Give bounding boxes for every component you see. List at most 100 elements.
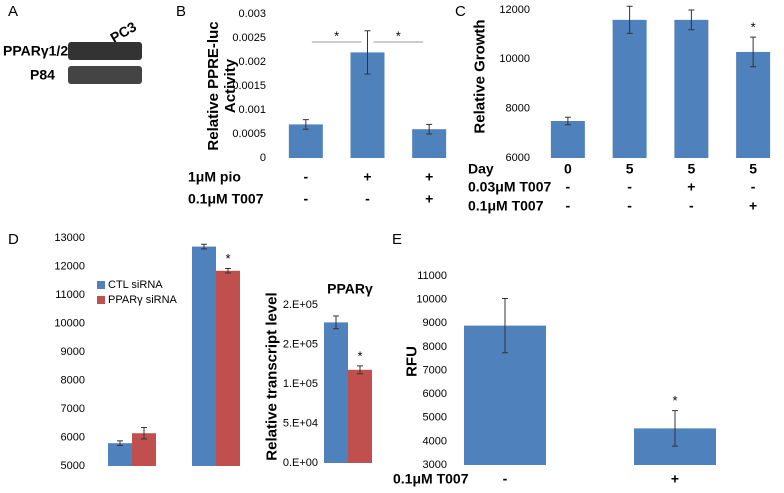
error-bar: [688, 9, 695, 31]
panel-letter: A: [8, 3, 18, 20]
y-tick-label: 0.003: [238, 8, 266, 20]
condition-label: 0.03μM T007: [468, 179, 551, 195]
condition-value: +: [749, 198, 757, 214]
y-tick-label: 1.E+05: [283, 378, 318, 390]
error-bar: [626, 5, 633, 34]
y-tick-label: 5000: [423, 412, 447, 424]
condition-value: -: [751, 179, 756, 195]
bar: [736, 51, 771, 158]
error-bar: [333, 315, 339, 330]
y-tick-label: 2.E+05: [283, 338, 318, 350]
blot-row-label: PPARγ1/2: [3, 43, 68, 59]
chart-title: PPARγ: [327, 281, 373, 297]
y-tick-label: 4000: [423, 435, 447, 447]
y-tick-label: 6000: [61, 431, 85, 443]
error-bar: [672, 410, 678, 447]
significance-label: *: [396, 28, 401, 43]
bar: [108, 443, 132, 466]
condition-value: +: [363, 169, 371, 185]
condition-label: 1μM pio: [188, 169, 241, 185]
condition-value: 5: [687, 161, 695, 177]
error-bar: [117, 440, 123, 446]
y-tick-label: 0.002: [238, 56, 266, 68]
bar: [674, 19, 709, 158]
error-bar: [426, 123, 433, 135]
condition-value: +: [671, 471, 679, 487]
blot-row-label: P84: [30, 67, 55, 83]
error-bar: [201, 243, 207, 250]
condition-value: +: [687, 179, 695, 195]
y-tick-label: 0.001: [238, 104, 266, 116]
bar: [612, 19, 647, 158]
blot-band: [68, 66, 142, 84]
panel-letter: C: [455, 3, 466, 20]
y-tick-label: 8000: [423, 341, 447, 353]
y-tick-label: 10000: [54, 317, 85, 329]
y-tick-label: 8000: [61, 374, 85, 386]
y-tick-label: 0.0015: [232, 80, 266, 92]
blot-band: [68, 42, 142, 60]
annotation: *: [751, 20, 756, 35]
y-tick-label: 6000: [423, 388, 447, 400]
y-tick-label: 10000: [499, 53, 530, 65]
condition-value: -: [627, 198, 632, 214]
condition-value: +: [425, 191, 433, 207]
bar: [324, 322, 348, 463]
condition-value: -: [689, 198, 694, 214]
y-tick-label: 10000: [416, 294, 447, 306]
error-bar: [564, 116, 571, 126]
legend-label: CTL siRNA: [108, 279, 163, 291]
condition-value: -: [303, 169, 308, 185]
y-tick-label: 2.E+05: [283, 299, 318, 311]
y-tick-label: 0: [260, 152, 266, 164]
y-tick-label: 13000: [54, 232, 85, 244]
condition-value: 0: [564, 161, 572, 177]
panel-letter: B: [176, 3, 186, 20]
annotation: *: [357, 348, 362, 363]
error-bar: [750, 36, 757, 68]
y-axis-label: Relative PPRE-luc Activity: [205, 21, 239, 151]
error-bar: [357, 365, 363, 375]
legend-swatch: [97, 296, 105, 304]
condition-value: -: [566, 198, 571, 214]
y-tick-label: 11000: [55, 289, 85, 301]
panel-letter: E: [392, 231, 402, 248]
significance-label: *: [334, 28, 339, 43]
condition-label: Day: [468, 161, 494, 177]
y-axis-label: Relative Growth: [471, 19, 489, 134]
y-tick-label: 12000: [54, 260, 85, 272]
y-axis-label: RFU: [403, 346, 421, 377]
condition-value: -: [627, 179, 632, 195]
y-tick-label: 0.0025: [232, 32, 266, 44]
panel-letter: D: [8, 231, 19, 248]
y-tick-label: 12000: [499, 4, 530, 16]
y-tick-label: 9000: [61, 346, 85, 358]
legend-swatch: [97, 281, 105, 289]
condition-value: -: [303, 191, 308, 207]
bar: [288, 124, 323, 158]
condition-value: +: [425, 169, 433, 185]
condition-value: -: [365, 191, 370, 207]
y-tick-label: 11000: [417, 270, 447, 282]
annotation: *: [225, 251, 230, 266]
y-tick-label: 8000: [506, 103, 530, 115]
bar: [550, 121, 585, 158]
bar: [216, 270, 240, 466]
y-tick-label: 5000: [61, 460, 85, 472]
condition-label: 0.1μM T007: [188, 191, 264, 207]
y-tick-label: 0.0005: [232, 128, 266, 140]
y-axis-label: Relative transcript level: [263, 292, 281, 461]
condition-value: 5: [749, 161, 757, 177]
condition-label: 0.1μM T007: [468, 198, 544, 214]
error-bar: [141, 427, 147, 440]
y-tick-label: 9000: [423, 317, 447, 329]
error-bar: [225, 267, 231, 274]
error-bar: [364, 30, 371, 75]
y-tick-label: 0.E+00: [283, 457, 318, 469]
y-tick-label: 5.E+04: [283, 417, 318, 429]
bar: [192, 246, 216, 466]
error-bar: [302, 119, 309, 130]
condition-label: 0.1μM T007: [393, 471, 469, 487]
